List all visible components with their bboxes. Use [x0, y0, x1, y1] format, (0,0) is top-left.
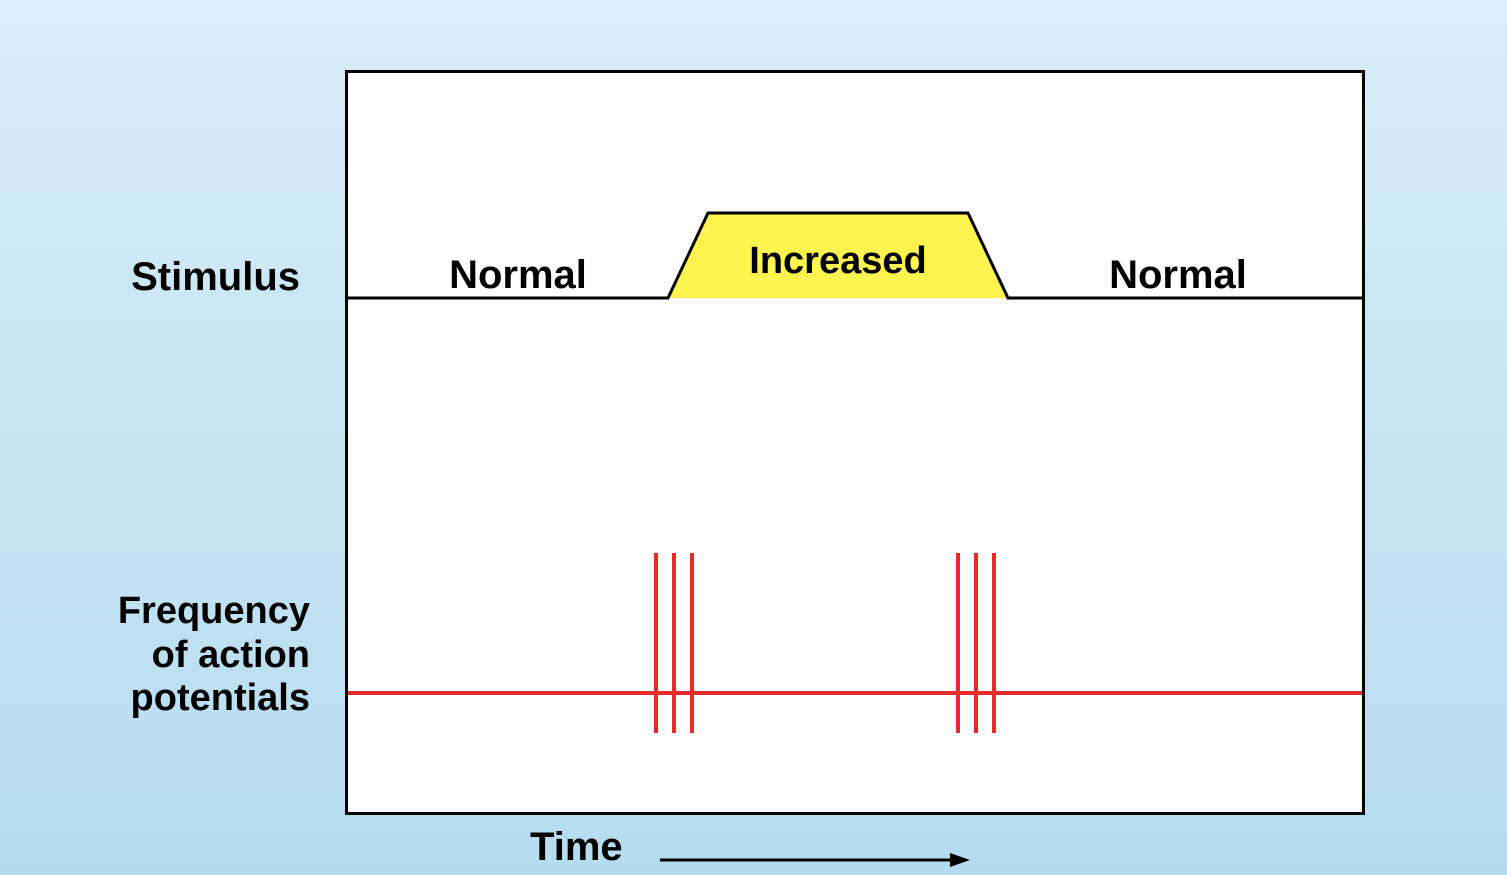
diagram-container: Stimulus Frequency of action potentials …	[0, 0, 1507, 875]
chart-area: Normal Increased Normal	[345, 70, 1365, 815]
frequency-axis-label-line1: Frequency	[118, 590, 310, 632]
frequency-axis-label-line2: of action	[152, 634, 310, 676]
stimulus-increased-label: Increased	[749, 240, 926, 282]
chart-svg: Normal Increased Normal	[348, 73, 1362, 812]
stimulus-axis-label: Stimulus	[0, 255, 300, 300]
frequency-axis-label: Frequency of action potentials	[0, 590, 310, 721]
stimulus-normal-left-label: Normal	[449, 253, 587, 297]
stimulus-normal-right-label: Normal	[1109, 253, 1247, 297]
frequency-axis-label-line3: potentials	[131, 677, 310, 719]
time-axis-label: Time	[530, 825, 623, 870]
time-arrow-icon	[660, 850, 970, 870]
